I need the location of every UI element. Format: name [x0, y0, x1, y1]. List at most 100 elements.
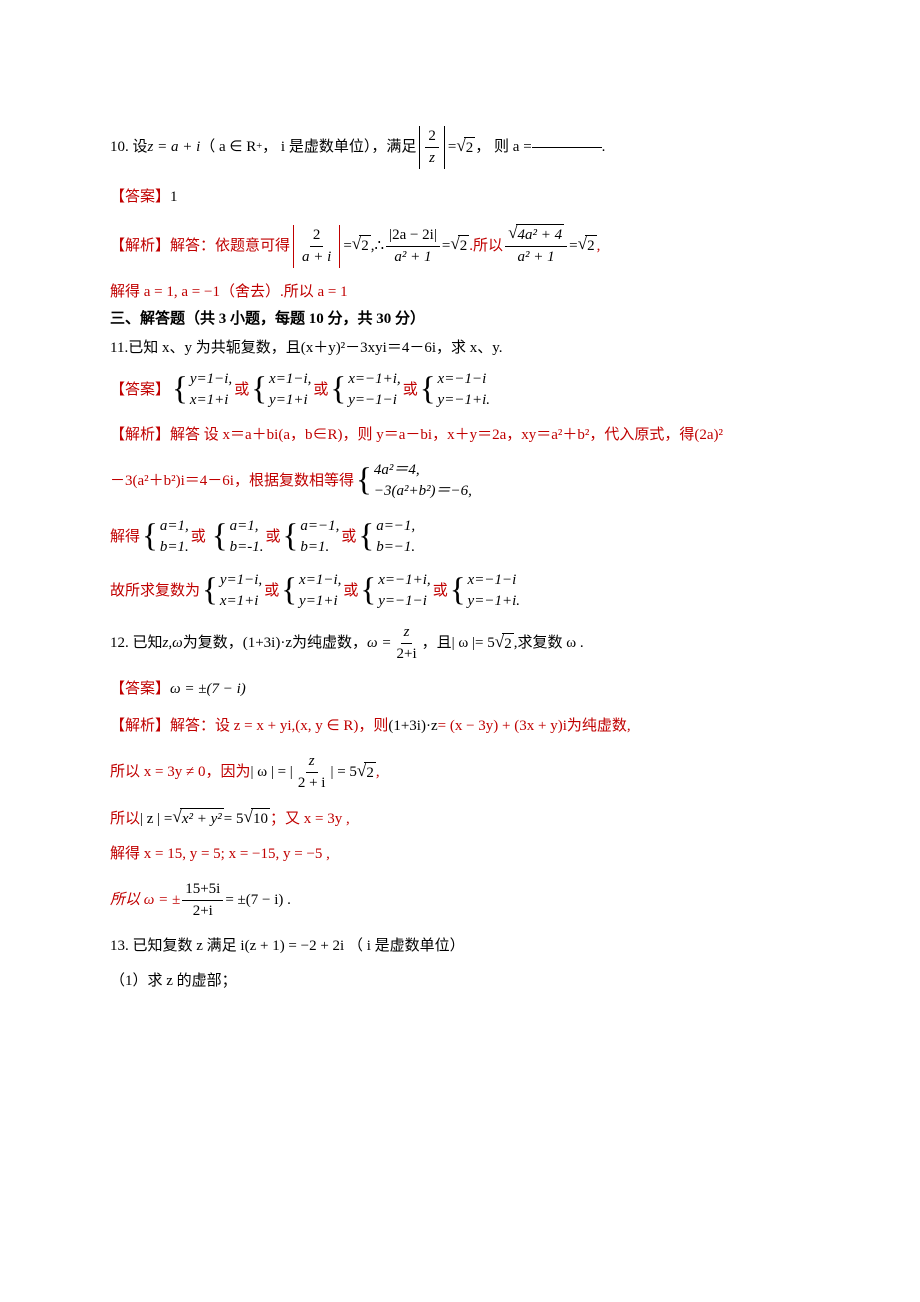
- cases: { y=1−i, x=1+i: [172, 369, 232, 411]
- den: a² + 1: [515, 247, 558, 268]
- text: ,: [376, 762, 380, 783]
- cases: { a=1, b=-1.: [212, 516, 264, 558]
- sqrt: √2: [352, 235, 371, 257]
- den: a² + 1: [391, 247, 434, 268]
- math: z,ω: [163, 633, 183, 654]
- or: 或: [234, 380, 249, 401]
- cases: { x=−1+i, y=−1−i: [330, 369, 400, 411]
- or: 或: [265, 527, 280, 548]
- cases: { a=−1, b=−1.: [358, 516, 415, 558]
- math: (1+3i)·z: [388, 716, 437, 737]
- abs: 2 z: [416, 126, 448, 169]
- text: （ a ∈ R: [200, 137, 256, 158]
- text: （舍去）: [220, 282, 280, 303]
- therefore: ,∴: [371, 236, 384, 257]
- text: 所以: [110, 809, 140, 830]
- text: .所以 a = 1: [280, 282, 348, 303]
- text: 为复数，: [183, 633, 243, 654]
- text: 13. 已知复数 z 满足 i(z + 1) = −2 + 2i （ i 是虚数…: [110, 936, 465, 957]
- math: = 5: [224, 809, 244, 830]
- abs: 2 a + i: [290, 225, 343, 268]
- blank: [532, 147, 602, 148]
- q11-expl3: 解得 { a=1, b=1. 或 { a=1, b=-1. 或 { a=−1, …: [110, 516, 810, 558]
- q12-expl3: 所以 | z | = √x² + y² = 5 √10 ；又 x = 3y ,: [110, 808, 810, 830]
- q10-expl: 【解析】 解答：依题意可得 2 a + i = √2 ,∴ |2a − 2i| …: [110, 224, 810, 268]
- math: = (x − 3y) + (3x + y)i: [438, 716, 567, 737]
- q11-line: 11.已知 x、y 为共轭复数，且(x＋y)²－3xyi＝4－6i，求 x、y.: [110, 338, 810, 359]
- section-3-title: 三、解答题（共 3 小题，每题 10 分，共 30 分）: [110, 309, 810, 330]
- value: 1: [170, 187, 178, 208]
- math: z = a + i: [148, 137, 201, 158]
- cases: { x=1−i, y=1+i: [251, 369, 311, 411]
- value: ω = ±(7 − i): [170, 679, 246, 700]
- text: ；又 x = 3y ,: [270, 809, 350, 830]
- or: 或: [264, 581, 279, 602]
- num: 2: [425, 126, 439, 148]
- math: | z | =: [140, 809, 172, 830]
- q12-line: 12. 已知 z,ω 为复数， (1+3i)·z 为纯虚数， ω = z 2+i…: [110, 622, 810, 665]
- sqrt: √10: [244, 808, 270, 830]
- den: a + i: [299, 247, 334, 268]
- or: 或: [341, 527, 356, 548]
- q12-expl1: 【解析】 解答：设 z = x + yi,(x, y ∈ R) ，则 (1+3i…: [110, 716, 810, 737]
- or: 或: [343, 581, 358, 602]
- comma: ,: [597, 236, 601, 257]
- text: 12. 已知: [110, 633, 163, 654]
- q12-expl5: 所以 ω = ± 15+5i 2+i = ±(7 − i) .: [110, 879, 810, 922]
- cases: { a=−1, b=1.: [282, 516, 339, 558]
- text: 解得 x = 15, y = 5; x = −15, y = −5 ,: [110, 844, 330, 865]
- q10-answer: 【答案】 1: [110, 187, 810, 208]
- frac: z 2 + i: [295, 751, 329, 794]
- or: 或: [403, 380, 418, 401]
- text: .所以: [469, 236, 503, 257]
- text: 故所求复数为: [110, 581, 200, 602]
- q10-sol2: 解得 a = 1, a = −1 （舍去） .所以 a = 1: [110, 282, 810, 303]
- q11-expl1: 【解析】 解答 设 x＝a＋bi(a，b∈R)，则 y＝a－bi，x＋y＝2a，…: [110, 425, 810, 446]
- eq: =: [569, 236, 577, 257]
- q11-answer: 【答案】 { y=1−i, x=1+i 或 { x=1−i, y=1+i 或 {…: [110, 369, 810, 411]
- eq: =: [442, 236, 450, 257]
- text: 为纯虚数,: [567, 716, 631, 737]
- text: ,求复数 ω .: [514, 633, 584, 654]
- or: 或: [313, 380, 328, 401]
- num: |2a − 2i|: [386, 225, 440, 247]
- den: z: [426, 148, 438, 169]
- text: 11.已知 x、y 为共轭复数，且(x＋y)²－3xyi＝4－6i，求 x、y.: [110, 338, 503, 359]
- math: ω =: [367, 633, 391, 654]
- text: 解答：设 z = x + yi,(x, y ∈ R): [170, 716, 358, 737]
- frac: |2a − 2i| a² + 1: [386, 225, 440, 268]
- text: 10. 设: [110, 137, 148, 158]
- label: 【答案】: [110, 679, 170, 700]
- math: | = 5: [330, 762, 356, 783]
- sqrt: √2: [495, 633, 514, 655]
- cases: { a=1, b=1.: [142, 516, 189, 558]
- label: 【解析】: [110, 716, 170, 737]
- math: | ω | = |: [250, 762, 292, 783]
- text: ， 则 a =: [475, 137, 531, 158]
- cases: { x=−1+i, y=−1−i: [360, 570, 430, 612]
- q13-line: 13. 已知复数 z 满足 i(z + 1) = −2 + 2i （ i 是虚数…: [110, 936, 810, 957]
- q10-line: 10. 设 z = a + i （ a ∈ R + ， i 是虚数单位），满足 …: [110, 126, 810, 169]
- text: ，则: [358, 716, 388, 737]
- text: 解得: [110, 527, 140, 548]
- q12-expl2: 所以 x = 3y ≠ 0 ，因为 | ω | = | z 2 + i | = …: [110, 751, 810, 794]
- q11-expl2: －3(a²＋b²)i＝4－6i，根据复数相等得 { 4a²＝4, −3(a²+b…: [110, 460, 810, 502]
- or: 或: [191, 527, 206, 548]
- or: 或: [433, 581, 448, 602]
- frac: √4a² + 4 a² + 1: [505, 224, 567, 268]
- eq: =: [448, 137, 456, 158]
- text: ，因为: [205, 762, 250, 783]
- frac: z 2+i: [393, 622, 419, 665]
- text: －3(a²＋b²)i＝4－6i，根据复数相等得: [110, 471, 354, 492]
- q12-expl4: 解得 x = 15, y = 5; x = −15, y = −5 ,: [110, 844, 810, 865]
- sqrt: √x² + y²: [172, 808, 223, 830]
- cases: { y=1−i, x=1+i: [202, 570, 262, 612]
- cases: { x=−1−i y=−1+i.: [420, 369, 490, 411]
- math: = ±(7 − i) .: [225, 890, 291, 911]
- text: ， i 是虚数单位），满足: [262, 137, 416, 158]
- text: 所以 x = 3y ≠ 0: [110, 762, 205, 783]
- text: 解答 设 x＝a＋bi(a，b∈R)，则 y＝a－bi，x＋y＝2a，xy＝a²…: [170, 425, 723, 446]
- sqrt: √2: [578, 235, 597, 257]
- sqrt: √2: [357, 762, 376, 784]
- cases: { x=1−i, y=1+i: [281, 570, 341, 612]
